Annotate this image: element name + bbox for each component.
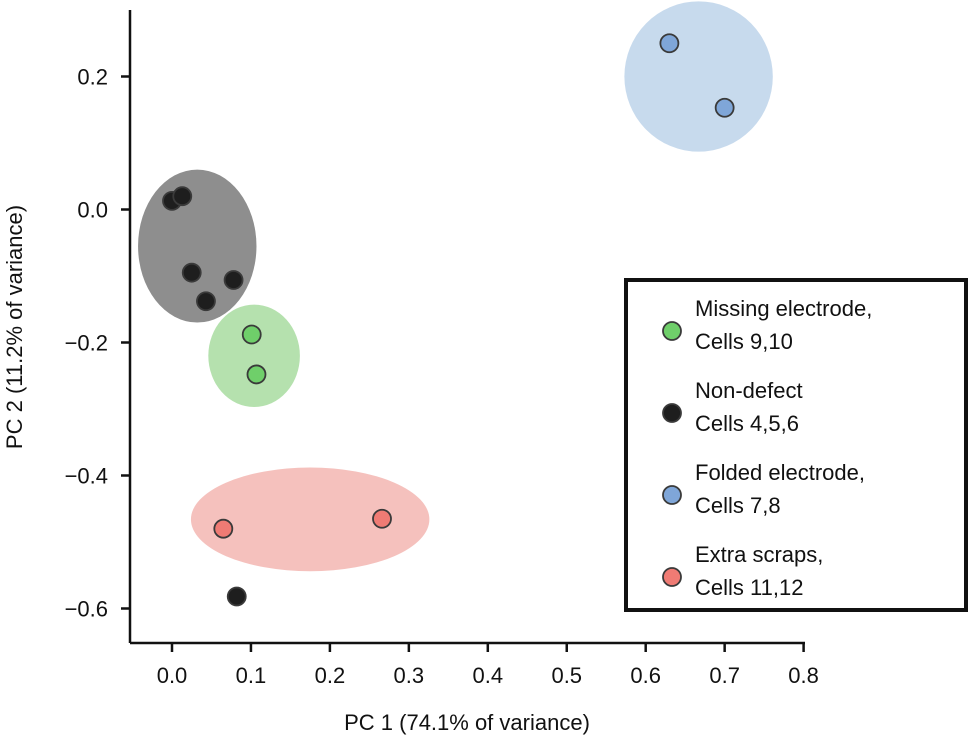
legend-label: Missing electrode,	[695, 296, 872, 321]
cluster-ellipse	[624, 1, 773, 152]
y-axis-title: PC 2 (11.2% of variance)	[2, 205, 27, 449]
legend-box	[624, 278, 968, 612]
y-axis-ticks: 0.2 0.0 −0.2 −0.4 −0.6	[65, 65, 130, 622]
cluster-ellipse	[190, 467, 430, 572]
axes: 0.0 0.1 0.2 0.3 0.4 0.5 0.6 0.7 0.8 0.2 0.0 −0.2 −0…	[2, 10, 819, 735]
x-axis-ticks: 0.0 0.1 0.2 0.3 0.4 0.5 0.6 0.7 0.8	[157, 643, 819, 688]
legend-item: Extra scraps, Cells 11,12	[662, 542, 823, 600]
x-tick-label: 0.3	[394, 663, 425, 688]
data-point	[181, 262, 202, 283]
legend-item: Non-defect Cells 4,5,6	[662, 378, 803, 436]
legend-marker	[662, 403, 682, 423]
y-tick-label: −0.4	[65, 464, 108, 489]
x-tick-label: 0.4	[473, 663, 504, 688]
legend-label: Cells 11,12	[695, 575, 803, 600]
data-point	[213, 518, 234, 539]
legend-label: Folded electrode,	[695, 460, 865, 485]
data-point	[246, 364, 267, 385]
data-point	[659, 33, 680, 54]
legend: Missing electrode, Cells 9,10 Non-defect Ce…	[624, 278, 968, 612]
cluster-ellipse	[208, 304, 300, 408]
data-point	[223, 270, 244, 290]
x-tick-label: 0.2	[315, 663, 346, 688]
x-tick-label: 0.5	[551, 663, 582, 688]
legend-item: Missing electrode, Cells 9,10	[662, 296, 872, 354]
legend-label: Non-defect	[695, 378, 803, 403]
legend-label: Cells 9,10	[695, 329, 793, 354]
x-tick-label: 0.7	[709, 663, 740, 688]
data-point	[226, 586, 247, 607]
legend-marker	[662, 321, 682, 341]
data-point	[714, 97, 735, 118]
y-tick-label: −0.2	[65, 331, 108, 356]
y-tick-label: 0.2	[77, 65, 108, 90]
data-point	[372, 508, 392, 529]
data-points	[162, 33, 735, 607]
legend-label: Cells 7,8	[695, 493, 781, 518]
x-tick-label: 0.6	[630, 663, 661, 688]
data-point	[196, 291, 216, 312]
legend-marker	[662, 567, 682, 587]
y-tick-label: 0.0	[77, 198, 108, 223]
data-point	[241, 324, 262, 345]
legend-label: Extra scraps,	[695, 542, 823, 567]
legend-marker	[662, 485, 682, 505]
legend-label: Cells 4,5,6	[695, 411, 799, 436]
legend-item: Folded electrode, Cells 7,8	[662, 460, 865, 518]
legend-items: Missing electrode, Cells 9,10 Non-defect Ce…	[662, 296, 872, 600]
x-axis-title: PC 1 (74.1% of variance)	[344, 710, 590, 735]
x-tick-label: 0.1	[236, 663, 267, 688]
x-tick-label: 0.8	[788, 663, 819, 688]
data-point	[172, 186, 193, 207]
x-tick-label: 0.0	[157, 663, 188, 688]
y-tick-label: −0.6	[65, 597, 108, 622]
